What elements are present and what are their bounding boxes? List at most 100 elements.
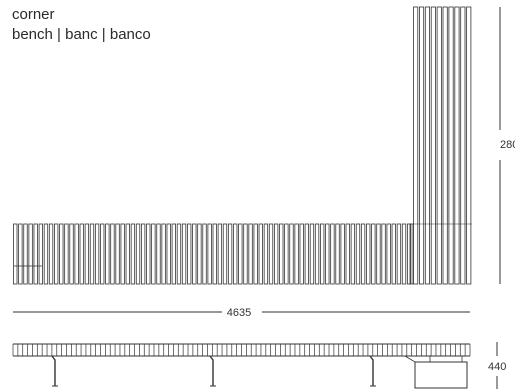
plan-slat (207, 223, 212, 285)
plan-slat (466, 6, 472, 285)
elevation-end-frame (414, 361, 468, 389)
plan-slat (268, 223, 274, 285)
plan-bench-horizontal-arm (13, 223, 414, 285)
plan-slat (243, 223, 248, 285)
plan-slat (330, 223, 335, 285)
plan-slat (125, 223, 130, 285)
elevation-leg (369, 355, 374, 386)
plan-slat (448, 6, 454, 285)
plan-slat (345, 223, 350, 285)
plan-slat (401, 223, 407, 285)
plan-slat (13, 223, 18, 285)
plan-slat (335, 223, 340, 285)
plan-slat (413, 6, 419, 285)
plan-slat (94, 223, 100, 285)
plan-slat (263, 223, 269, 285)
plan-slat (89, 223, 95, 285)
title-line-1: corner (12, 6, 55, 23)
plan-slat (100, 223, 105, 285)
plan-slat (376, 223, 381, 285)
plan-slat (442, 6, 448, 285)
plan-slat (248, 223, 253, 285)
plan-slat (360, 223, 366, 285)
elevation-end-bracket (404, 355, 431, 363)
plan-slat (74, 223, 79, 285)
plan-slat (314, 223, 320, 285)
dimension-width-label: 4635 (227, 307, 251, 319)
plan-slat (238, 223, 243, 285)
plan-slat (43, 223, 49, 285)
plan-corner-joint (409, 223, 414, 285)
dimension-depth-label: 440 (488, 361, 506, 373)
plan-slat (140, 223, 146, 285)
plan-slat (253, 223, 258, 285)
plan-slat (181, 223, 187, 285)
plan-slat (217, 223, 223, 285)
plan-slat (130, 223, 136, 285)
plan-slat (84, 223, 90, 285)
title-line-2: bench | banc | banco (12, 26, 151, 43)
plan-slat (406, 223, 412, 285)
plan-slat (340, 223, 345, 285)
elevation-view (12, 343, 471, 389)
plan-slat (381, 223, 386, 285)
plan-slat (299, 223, 304, 285)
plan-slat (59, 223, 64, 285)
plan-slat (48, 223, 54, 285)
plan-slat (430, 6, 436, 285)
plan-slat (197, 223, 202, 285)
plan-slat (115, 223, 120, 285)
plan-slat (258, 223, 263, 285)
plan-slat (202, 223, 207, 285)
plan-slat (284, 223, 289, 285)
plan-slat (105, 223, 110, 285)
plan-slat (396, 223, 402, 285)
plan-slat (135, 223, 141, 285)
plan-slat (212, 223, 217, 285)
plan-slat (69, 223, 74, 285)
plan-slat (54, 223, 59, 285)
plan-slat (176, 223, 182, 285)
elevation-leg (51, 355, 56, 386)
plan-slat (192, 223, 197, 285)
dimension-lines (13, 7, 501, 389)
plan-slat (371, 223, 376, 285)
plan-slat (18, 223, 23, 285)
plan-slat (38, 223, 43, 285)
plan-slat (289, 223, 294, 285)
plan-slat (110, 223, 115, 285)
plan-slat (28, 223, 33, 285)
plan-slat (64, 223, 69, 285)
plan-slat (366, 223, 371, 285)
plan-slat (460, 6, 466, 285)
plan-slat (309, 223, 315, 285)
plan-slat (454, 6, 460, 285)
plan-slat (320, 223, 325, 285)
elevation-leg (209, 355, 214, 386)
plan-slat (436, 6, 442, 285)
plan-slat (325, 223, 330, 285)
plan-slat (355, 223, 361, 285)
plan-slat (120, 223, 125, 285)
plan-slat (386, 223, 391, 285)
plan-slat (171, 223, 176, 285)
plan-slat (146, 223, 151, 285)
plan-slat (166, 223, 171, 285)
plan-slat (227, 223, 233, 285)
plan-slat (33, 223, 38, 285)
plan-slat (418, 6, 425, 285)
plan-slat (187, 223, 192, 285)
plan-slat (156, 223, 161, 285)
plan-slat (304, 223, 309, 285)
plan-slat (151, 223, 156, 285)
plan-slat (279, 223, 284, 285)
plan-slat (161, 223, 166, 285)
plan-bench-vertical-arm (413, 6, 472, 285)
dimension-height-label: 2800 (500, 139, 515, 151)
plan-slat (350, 223, 356, 285)
plan-slat (222, 223, 228, 285)
plan-slat (424, 6, 430, 285)
plan-slat (23, 223, 28, 285)
